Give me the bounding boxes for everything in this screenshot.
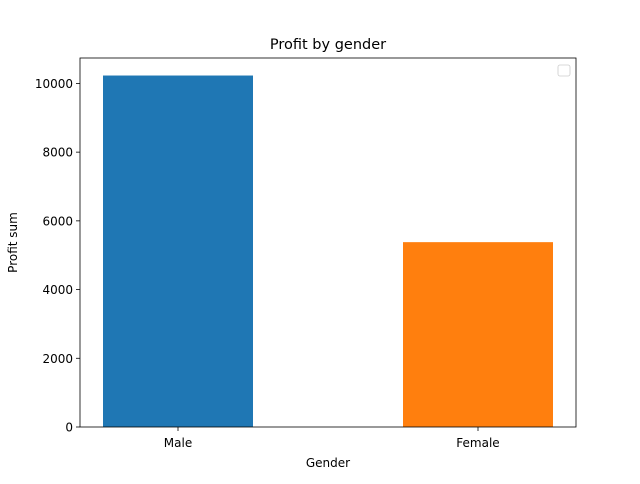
bar-male [103,75,253,428]
y-tick-label: 2000 [42,352,73,366]
y-axis: 0 2000 4000 6000 8000 10000 [35,77,80,435]
legend-box [557,64,571,77]
bars-group [103,75,553,428]
plot-area: 0 2000 4000 6000 8000 10000 Male Female [35,57,577,450]
y-tick-label: 10000 [35,77,73,91]
y-tick-label: 6000 [42,214,73,228]
bar-female [403,242,553,427]
x-axis: Male Female [164,427,500,450]
x-tick-label: Male [164,436,192,450]
x-tick-label: Female [456,436,499,450]
x-axis-label: Gender [306,456,350,470]
plot-frame [79,57,577,428]
y-tick-label: 0 [65,421,73,435]
y-tick-label: 4000 [42,283,73,297]
y-axis-label: Profit sum [6,212,20,273]
chart-title: Profit by gender [270,37,386,53]
y-tick-label: 8000 [42,146,73,160]
